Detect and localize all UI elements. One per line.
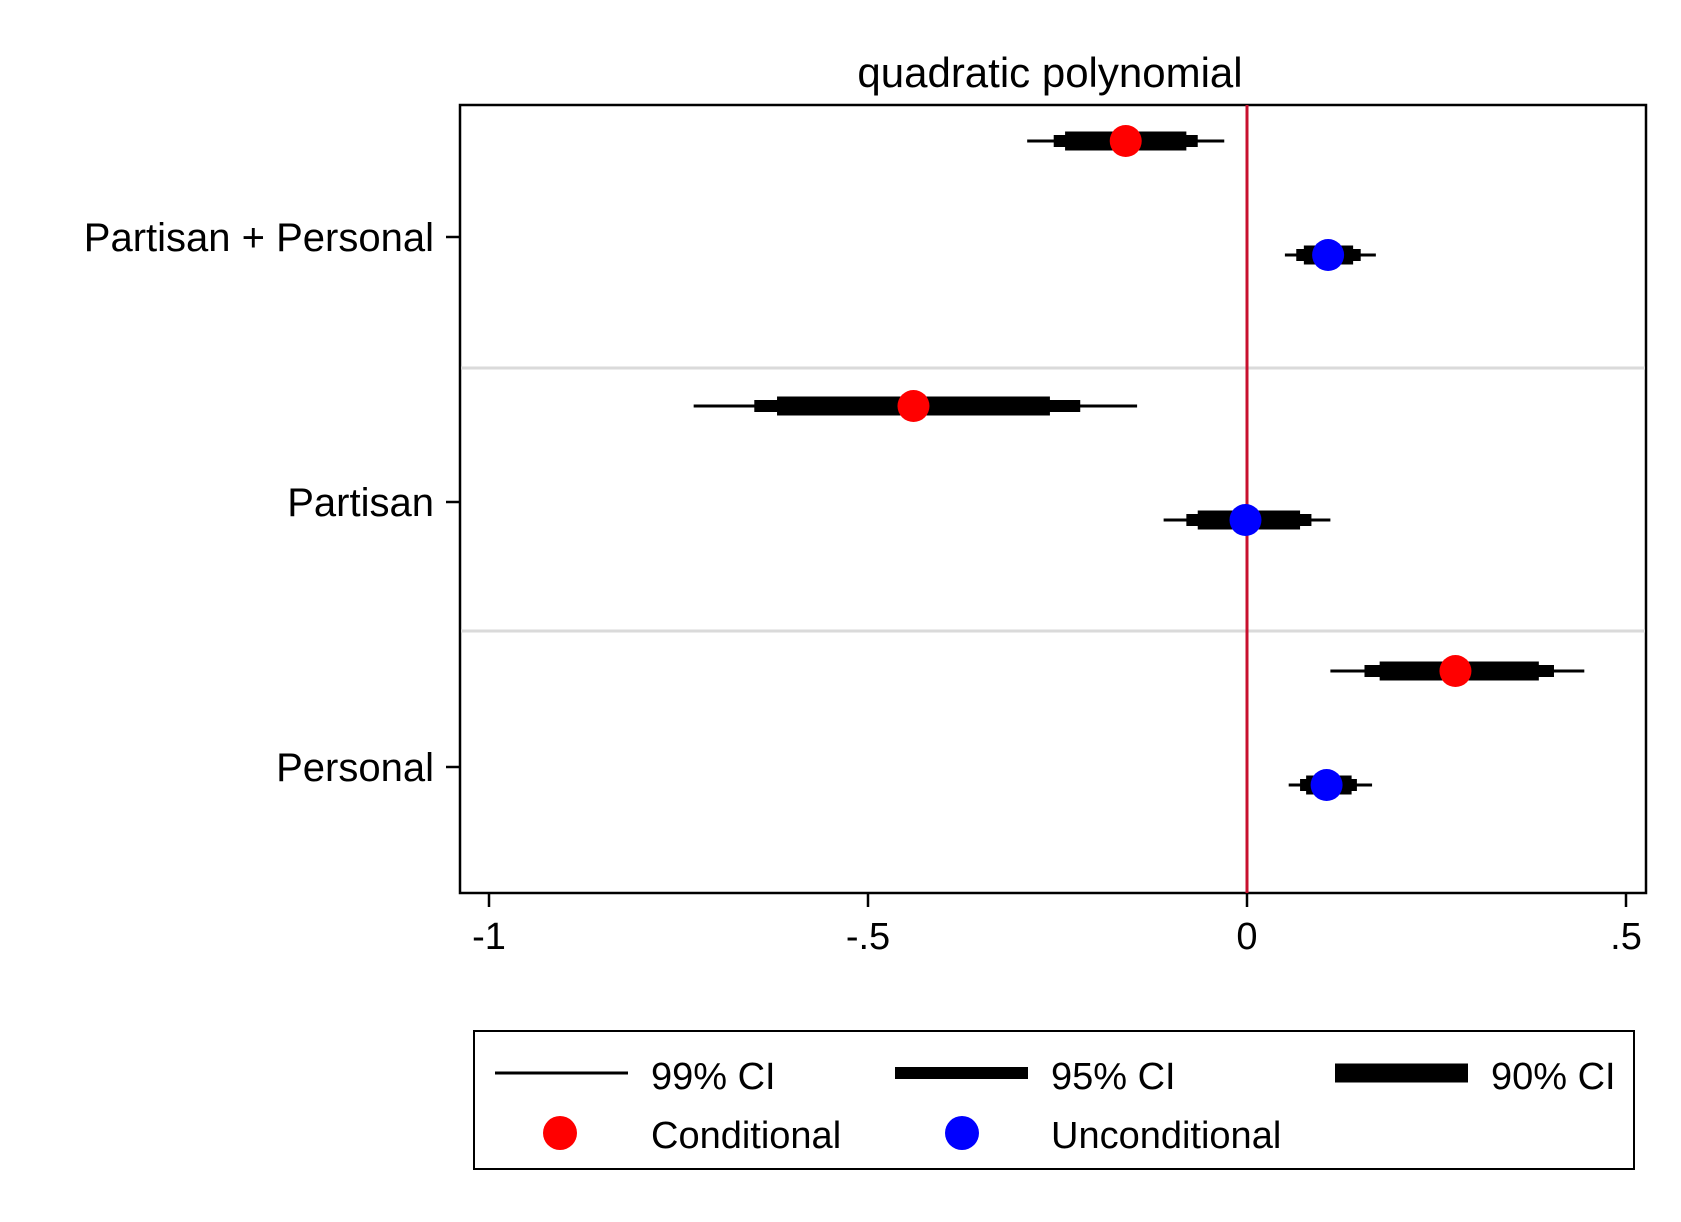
- conditional-partisan-point: [897, 390, 930, 422]
- legend-unconditional-label: Unconditional: [1051, 1115, 1281, 1157]
- legend-conditional-marker: [543, 1116, 577, 1150]
- legend-ci99-label: 99% CI: [651, 1056, 776, 1098]
- legend-frame: [473, 1030, 1635, 1170]
- legend: 99% CI 95% CI 90% CI Conditional Uncondi…: [473, 1030, 1635, 1170]
- unconditional-partisan-personal-point: [1312, 239, 1345, 271]
- x-tick-label-3: .5: [1610, 916, 1642, 958]
- unconditional-personal-point: [1310, 769, 1343, 801]
- legend-ci95-label: 95% CI: [1051, 1056, 1176, 1098]
- estimate-marks: [693, 125, 1585, 801]
- conditional-partisan-personal-point: [1109, 125, 1142, 157]
- y-axis: Partisan + Personal Partisan Personal: [84, 216, 460, 790]
- legend-ci90-label: 90% CI: [1491, 1056, 1616, 1098]
- x-tick-label-2: 0: [1236, 916, 1257, 958]
- plot-frame: [458, 103, 1648, 895]
- x-axis: -1 -.5 0 .5: [472, 893, 1642, 958]
- x-tick-label-0: -1: [472, 916, 506, 958]
- plot-area: -1 -.5 0 .5 Partisan + Personal Partisan Pers…: [84, 103, 1648, 958]
- y-tick-label-partisan: Partisan: [287, 481, 434, 525]
- legend-unconditional-marker: [945, 1116, 979, 1150]
- conditional-personal-point: [1439, 655, 1472, 687]
- legend-conditional-label: Conditional: [651, 1115, 841, 1157]
- chart-title: quadratic polynomial: [857, 49, 1242, 96]
- y-tick-label-personal: Personal: [276, 746, 434, 790]
- unconditional-partisan-point: [1229, 504, 1262, 536]
- x-tick-label-1: -.5: [846, 916, 890, 958]
- y-tick-label-partisan-personal: Partisan + Personal: [84, 216, 434, 260]
